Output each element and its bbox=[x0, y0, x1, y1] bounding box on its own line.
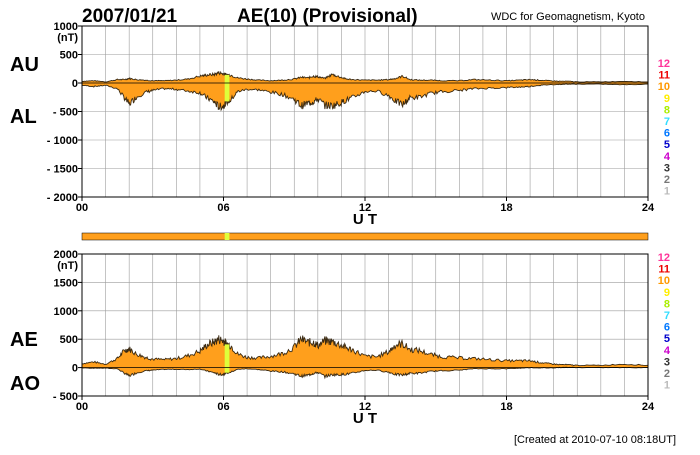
quality-level-10: 10 bbox=[658, 81, 670, 93]
y-tick-label: 0 bbox=[72, 78, 78, 90]
y-tick-label: - 2000 bbox=[47, 192, 78, 204]
highlight-interval bbox=[224, 74, 230, 102]
quality-level-5: 5 bbox=[664, 333, 670, 345]
quality-level-3: 3 bbox=[664, 356, 670, 368]
y-tick-label: - 500 bbox=[53, 107, 78, 119]
quality-level-4: 4 bbox=[664, 151, 671, 163]
quality-bar-highlight bbox=[224, 233, 230, 240]
quality-level-8: 8 bbox=[664, 298, 670, 310]
y-tick-label: - 1500 bbox=[47, 164, 78, 176]
quality-bar bbox=[81, 232, 649, 241]
quality-level-10: 10 bbox=[658, 275, 670, 287]
panel1-x-label: U T bbox=[353, 211, 377, 228]
chart-title: AE(10) (Provisional) bbox=[237, 6, 418, 27]
panel2-unit: (nT) bbox=[57, 260, 78, 272]
quality-level-7: 7 bbox=[664, 310, 670, 322]
panel2-area bbox=[81, 335, 649, 380]
panel2-y-axis: 2000 1500 1000 500 0 - 500 bbox=[53, 249, 82, 403]
quality-level-11: 11 bbox=[658, 264, 670, 276]
panel2-x-axis: 00 06 12 18 24 bbox=[76, 396, 655, 413]
quality-level-1: 1 bbox=[664, 380, 670, 392]
created-timestamp: [Created at 2010-07-10 08:18UT] bbox=[514, 434, 676, 446]
source-label: WDC for Geomagnetism, Kyoto bbox=[491, 11, 645, 23]
x-tick-label: 12 bbox=[359, 401, 371, 413]
ao-label: AO bbox=[10, 373, 40, 395]
panel1-grid bbox=[82, 26, 648, 197]
y-tick-label: 2000 bbox=[54, 249, 78, 261]
panel2-grid bbox=[82, 254, 648, 396]
x-tick-label: 00 bbox=[76, 401, 88, 413]
date-label: 2007/01/21 bbox=[82, 6, 178, 27]
panel1-unit: (nT) bbox=[57, 32, 78, 44]
x-tick-label: 00 bbox=[76, 202, 88, 214]
x-tick-label: 06 bbox=[217, 202, 229, 214]
y-tick-label: 1500 bbox=[54, 277, 78, 289]
x-tick-label: 12 bbox=[359, 202, 371, 214]
au-al-panel: (nT) AU AL 1000 500 0 - 500 - 1000 - 1500 - 20… bbox=[10, 21, 655, 228]
quality-level-3: 3 bbox=[664, 162, 670, 174]
x-tick-label: 06 bbox=[217, 401, 229, 413]
y-tick-label: 500 bbox=[60, 50, 78, 62]
y-tick-label: 500 bbox=[60, 334, 78, 346]
quality-level-6: 6 bbox=[664, 128, 670, 140]
y-tick-label: - 1000 bbox=[47, 135, 78, 147]
al-line bbox=[81, 83, 648, 112]
panel1-area bbox=[81, 70, 648, 112]
panel1-y-axis: 1000 500 0 - 500 - 1000 - 1500 - 2000 bbox=[47, 21, 82, 204]
quality-level-11: 11 bbox=[658, 70, 670, 82]
x-tick-label: 18 bbox=[500, 202, 512, 214]
au-line bbox=[81, 70, 648, 83]
y-tick-label: 1000 bbox=[54, 21, 78, 33]
panel1-x-axis: 00 06 12 18 24 bbox=[76, 197, 655, 214]
x-tick-label: 24 bbox=[642, 202, 655, 214]
y-tick-label: 0 bbox=[72, 363, 78, 375]
au-label: AU bbox=[10, 54, 39, 76]
quality-level-12: 12 bbox=[658, 252, 670, 264]
quality-level-8: 8 bbox=[664, 104, 670, 116]
quality-level-2: 2 bbox=[664, 368, 670, 380]
quality-bar-base bbox=[81, 232, 649, 241]
al-label: AL bbox=[10, 106, 37, 128]
ae-label: AE bbox=[10, 329, 38, 351]
quality-level-2: 2 bbox=[664, 174, 670, 186]
highlight-interval bbox=[224, 344, 230, 373]
panel2-x-label: U T bbox=[353, 410, 377, 427]
quality-level-12: 12 bbox=[658, 58, 670, 70]
y-tick-label: 1000 bbox=[54, 306, 78, 318]
x-tick-label: 24 bbox=[642, 401, 655, 413]
x-tick-label: 18 bbox=[500, 401, 512, 413]
quality-level-7: 7 bbox=[664, 116, 670, 128]
quality-level-9: 9 bbox=[664, 93, 670, 105]
quality-level-4: 4 bbox=[664, 345, 671, 357]
quality-level-1: 1 bbox=[664, 186, 670, 198]
quality-level-9: 9 bbox=[664, 287, 670, 299]
ae-line bbox=[81, 335, 649, 367]
y-tick-label: - 500 bbox=[53, 391, 78, 403]
quality-level-6: 6 bbox=[664, 322, 670, 334]
ao-line bbox=[81, 366, 649, 380]
quality-level-5: 5 bbox=[664, 139, 670, 151]
envelope-fill bbox=[82, 71, 648, 110]
ae-ao-panel: (nT) AE AO 2000 1500 1000 500 0 - 500 00 06 12 1… bbox=[10, 249, 655, 427]
